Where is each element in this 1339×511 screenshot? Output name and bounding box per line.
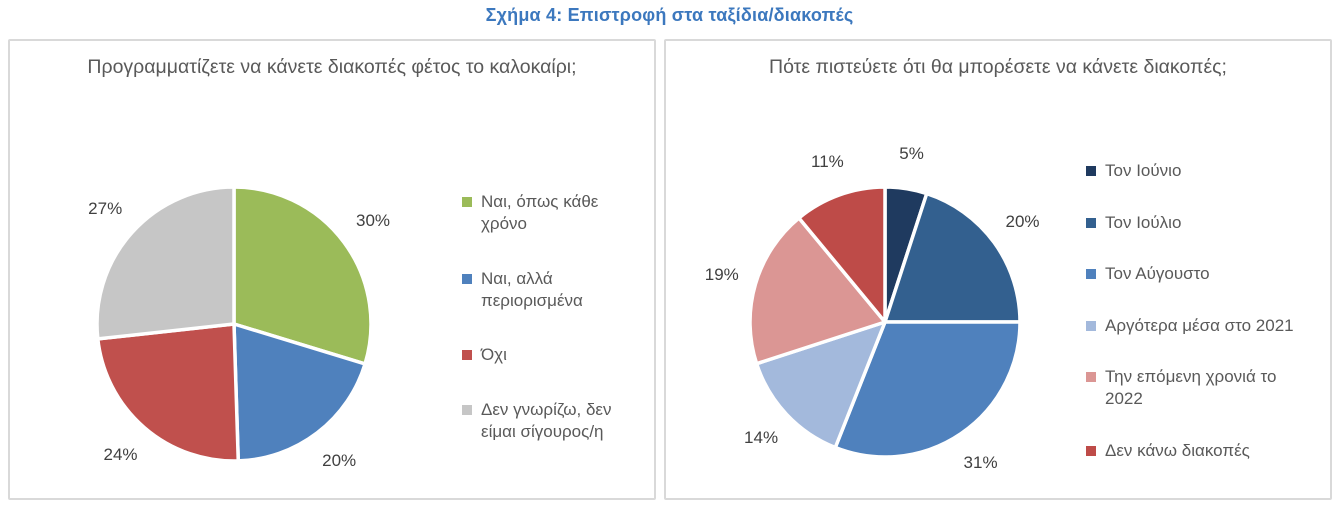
pie-slice-6: [797, 185, 887, 324]
legend-marker: [1086, 217, 1096, 228]
legend-label: Τον Αύγουστο: [1105, 264, 1210, 284]
pie-value-label: 24%: [103, 444, 138, 464]
legend-item: Την επόμενη χρονιά το 2022: [1086, 366, 1326, 410]
pie-value-label: 5%: [899, 144, 924, 164]
legend-item: Τον Αύγουστο: [1086, 263, 1326, 285]
legend-item: Τον Ιούλιο: [1086, 212, 1326, 234]
pie-value-label: 31%: [963, 452, 998, 472]
pie-value-label: 14%: [744, 428, 779, 448]
chart-title-vacation-timing: Πότε πιστεύετε ότι θα μπορέσετε να κάνετ…: [768, 56, 1227, 78]
pie-slice-2: [883, 191, 1022, 324]
legend-item: Δεν γνωρίζω, δεν είμαι σίγουρος/η: [462, 399, 658, 443]
pie-value-label: 19%: [704, 264, 739, 284]
pie-svg: [748, 185, 1022, 459]
legend-label: Ναι, αλλά περιορισμένα: [481, 268, 583, 310]
legend-item: Δεν κάνω διακοπές: [1086, 440, 1326, 462]
pie-chart-vacation-timing: 5% 20% 31% 14% 19% 11%: [666, 41, 1330, 498]
legend-label: Αργότερα μέσα στο 2021: [1105, 315, 1294, 335]
chart-panel-vacation-timing: Πότε πιστεύετε ότι θα μπορέσετε να κάνετ…: [664, 39, 1332, 500]
legend-marker: [1086, 269, 1096, 280]
pie-value-label: 20%: [1005, 212, 1040, 232]
pie-slice-4: [95, 185, 236, 341]
pie-value-label: 11%: [811, 152, 844, 172]
legend-marker: [462, 404, 472, 415]
pie-slice-5: [748, 216, 887, 366]
legend-marker: [1086, 320, 1096, 331]
legend-marker: [462, 350, 472, 361]
pie-value-label: 30%: [355, 211, 391, 230]
pie-chart-summer-plans: 30% 20% 24% 27%: [10, 41, 654, 498]
legend-vacation-timing: Τον Ιούνιο Τον Ιούλιο Τον Αύγουστο Αργότερα…: [1086, 160, 1326, 462]
legend-summer-plans: Ναι, όπως κάθε χρόνο Ναι, αλλά περιορισμέ…: [462, 191, 658, 443]
legend-label: Δεν κάνω διακοπές: [1105, 440, 1250, 460]
legend-item: Ναι, αλλά περιορισμένα: [462, 268, 658, 312]
pie-svg: [95, 185, 373, 463]
legend-item: Όχι: [462, 344, 658, 366]
legend-item: Αργότερα μέσα στο 2021: [1086, 315, 1326, 337]
legend-marker: [462, 273, 472, 284]
pie-value-label: 27%: [88, 198, 123, 218]
legend-label: Όχι: [481, 345, 507, 365]
chart-title-summer-plans: Προγραμματίζετε να κάνετε διακοπές φέτος…: [87, 56, 577, 78]
pie-slice-3: [833, 320, 1022, 459]
legend-label: Τον Ιούλιο: [1105, 212, 1182, 232]
pie-slice-2: [232, 322, 367, 463]
pie-slice-1: [232, 185, 373, 366]
pie-slice-3: [96, 322, 241, 463]
legend-item: Τον Ιούνιο: [1086, 160, 1326, 182]
legend-marker: [1086, 372, 1096, 383]
legend-marker: [1086, 166, 1096, 176]
legend-label: Την επόμενη χρονιά το 2022: [1105, 367, 1277, 409]
legend-item: Ναι, όπως κάθε χρόνο: [462, 191, 658, 235]
chart-panel-summer-plans: Προγραμματίζετε να κάνετε διακοπές φέτος…: [8, 39, 656, 500]
legend-label: Ναι, όπως κάθε χρόνο: [481, 192, 599, 234]
legend-label: Δεν γνωρίζω, δεν είμαι σίγουρος/η: [481, 399, 612, 441]
legend-label: Τον Ιούνιο: [1105, 161, 1182, 180]
legend-marker: [1086, 445, 1096, 456]
figure-title: Σχήμα 4: Επιστροφή στα ταξίδια/διακοπές: [485, 5, 854, 25]
pie-value-label: 20%: [322, 451, 357, 471]
legend-marker: [462, 197, 472, 207]
